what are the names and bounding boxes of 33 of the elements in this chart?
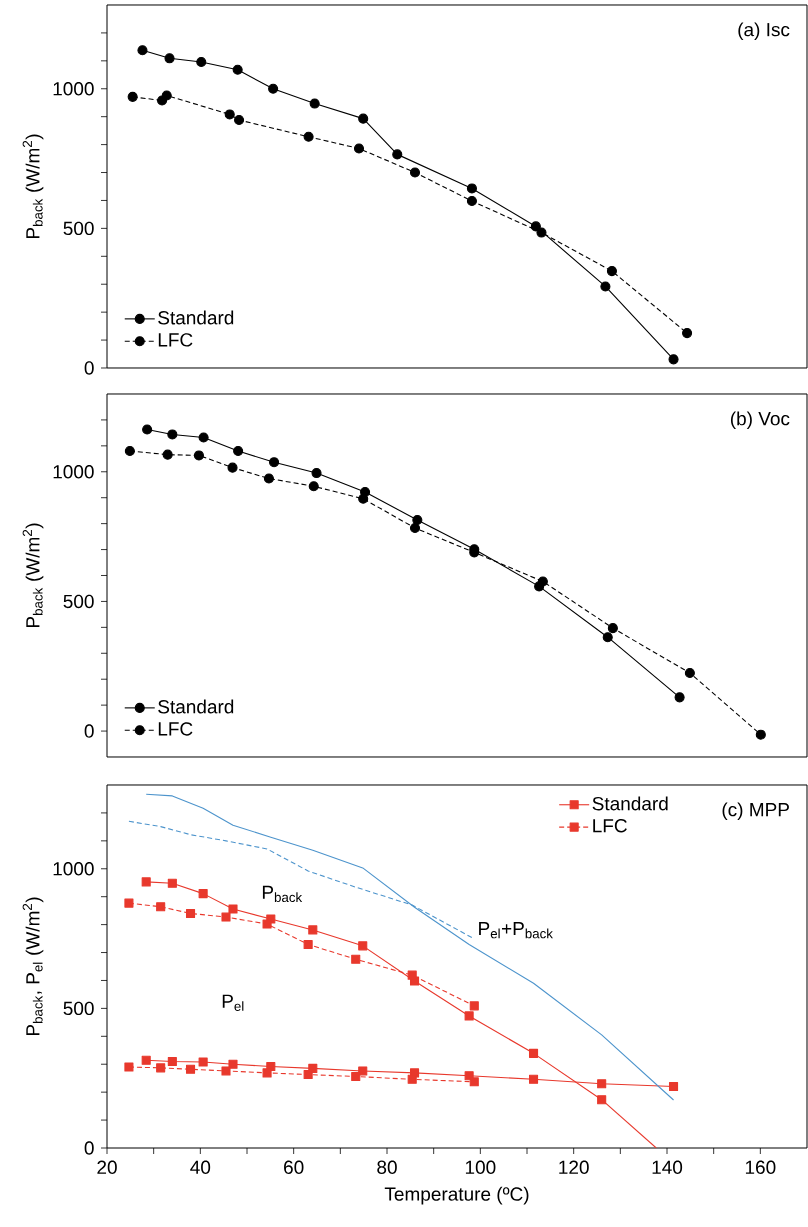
- x-tick-label: 120: [559, 1160, 589, 1174]
- y-tick-label: 0: [84, 1141, 94, 1155]
- legend-label: LFC: [593, 819, 627, 833]
- x-tick-label: 60: [284, 1160, 304, 1174]
- y-axis-title: P$_{back}$ (W/m$^{2}$): [22, 134, 44, 238]
- y-tick-label: 500: [63, 1001, 94, 1016]
- y-tick-label: 500: [63, 221, 94, 236]
- legend-label: LFC: [158, 722, 193, 736]
- y-axis-title: P$_{back}$, P$_{el}$ (W/m$^{2}$): [22, 897, 44, 1036]
- annotation: (a) Isc: [738, 22, 790, 41]
- x-tick-label: 160: [745, 1160, 776, 1174]
- x-tick-label: 100: [465, 1160, 496, 1174]
- y-axis-title: P$_{back}$ (W/m$^{2}$): [22, 523, 44, 627]
- x-tick-label: 40: [190, 1160, 211, 1174]
- annotation: P$_{back}$: [262, 885, 303, 903]
- y-tick-label: 1000: [53, 862, 94, 876]
- annotation: P$_{el}$+P$_{back}$: [479, 922, 553, 939]
- annotation: P$_{el}$: [222, 994, 244, 1011]
- legend-label: Standard: [158, 310, 234, 325]
- y-tick-label: 1000: [53, 82, 94, 96]
- legend-label: Standard: [158, 699, 234, 714]
- legend-label: Standard: [592, 796, 668, 811]
- annotation: (c) MPP: [722, 802, 789, 821]
- x-tick-label: 20: [97, 1160, 117, 1174]
- y-tick-label: 500: [63, 594, 94, 609]
- x-tick-label: 80: [377, 1160, 397, 1174]
- y-tick-label: 0: [84, 361, 94, 375]
- x-axis-title: Temperature (ºC): [384, 1186, 529, 1205]
- y-tick-label: 1000: [53, 465, 94, 479]
- y-tick-label: 0: [84, 724, 94, 738]
- x-tick-label: 140: [652, 1160, 683, 1174]
- legend-label: LFC: [158, 333, 193, 347]
- annotation: (b) Voc: [730, 411, 790, 430]
